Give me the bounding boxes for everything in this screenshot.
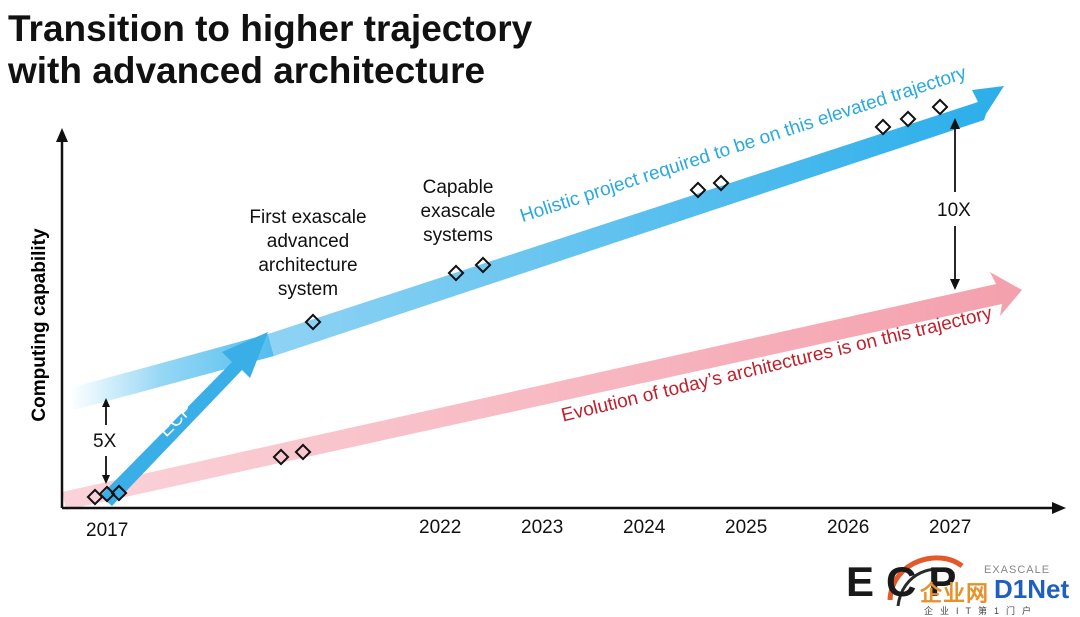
watermark-tagline: 企业IT第1门户 [924,606,1039,616]
milestone-marker [272,448,290,466]
title-line-1: Transition to higher trajectory [8,8,533,49]
milestone-marker [304,313,322,331]
title-line-2: with advanced architecture [8,50,486,91]
x-tick-2024: 2024 [623,517,666,538]
x-tick-2026: 2026 [827,517,870,538]
watermark-text-cn: 企业网 [920,581,990,606]
x-axis-arrowhead [1052,502,1066,514]
five-x-arrowhead-up [102,398,110,407]
five-x-arrowhead-down [102,475,110,484]
milestone-marker [874,118,892,136]
milestone-marker [294,443,312,461]
ecp-arrow [100,332,268,506]
logo-swoosh [887,555,964,601]
milestone-marker [110,484,128,502]
blue-trajectory-arrow [268,86,1004,356]
milestone-marker [899,110,917,128]
y-axis-arrowhead [56,128,68,142]
capable-exascale-label: Capable exascale systems [420,177,496,246]
milestone-marker [447,264,465,282]
milestone-marker [689,181,707,199]
x-tick-2027: 2027 [929,517,972,538]
milestone-marker [712,174,730,192]
x-tick-2022: 2022 [419,517,462,538]
x-tick-2023: 2023 [521,517,564,538]
x-tick-2017: 2017 [86,520,129,541]
five-x-label: 5X [93,431,117,452]
milestone-marker [98,485,116,503]
ecp-logo: ECP EXASCALE 企业网 D1Net 企业IT第1门户 [842,548,1080,617]
milestone-marker [931,98,949,116]
ecp-logo-subtext: EXASCALE [984,564,1051,576]
ten-x-arrowhead-down [950,279,960,290]
slide-title: Transition to higher trajectory with adv… [8,8,532,92]
x-tick-2025: 2025 [725,517,768,538]
ten-x-arrowhead-up [950,118,960,129]
milestone-marker [474,256,492,274]
red-trajectory-arrow [62,272,1022,510]
red-trajectory-label: Evolution of today’s architectures is on… [559,303,994,427]
milestone-marker [86,488,104,506]
watermark-brand: D1Net [994,574,1070,604]
ten-x-label: 10X [937,200,971,221]
first-exascale-label: First exascale advanced architecture sys… [249,207,367,300]
ecp-logo-text: ECP [846,558,969,605]
logo-swoosh-dark [896,567,955,607]
